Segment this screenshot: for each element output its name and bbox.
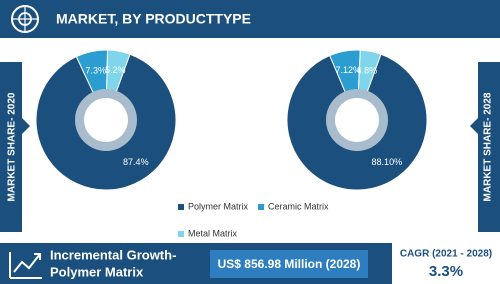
value-label: 5.2% bbox=[105, 65, 126, 75]
side-label: MARKET SHARE- 2020 bbox=[7, 92, 18, 201]
footer-value: US$ 856.98 Million (2028) bbox=[218, 257, 361, 271]
value-label: 4.8% bbox=[357, 65, 378, 75]
legend-label: Polymer Matrix bbox=[188, 201, 249, 211]
footer-label: Incremental Growth- bbox=[50, 247, 176, 262]
header-bar bbox=[0, 0, 500, 38]
legend-swatch bbox=[178, 204, 184, 210]
donut-hole bbox=[335, 98, 379, 142]
growth-icon bbox=[9, 252, 42, 279]
value-label: 87.4% bbox=[123, 157, 149, 167]
legend-swatch bbox=[178, 231, 184, 237]
cagr-value: 3.3% bbox=[429, 263, 463, 280]
legend-label: Metal Matrix bbox=[188, 228, 238, 238]
legend-label: Ceramic Matrix bbox=[268, 201, 329, 211]
side-label: MARKET SHARE- 2028 bbox=[483, 92, 494, 201]
legend: Polymer Matrix Ceramic Matrix Metal Matrix bbox=[178, 201, 329, 238]
cagr-label: CAGR (2021 - 2028) bbox=[400, 249, 492, 260]
left-strip bbox=[0, 62, 30, 232]
value-label: 88.10% bbox=[372, 157, 403, 167]
pies: 87.4% 7.3% 5.2% 88.10% 7.12%4.8% bbox=[35, 49, 428, 191]
legend-swatch bbox=[258, 204, 264, 210]
footer-label: Polymer Matrix bbox=[50, 264, 144, 279]
value-box bbox=[210, 250, 368, 278]
donut-hole bbox=[84, 98, 128, 142]
value-label: 7.12% bbox=[335, 65, 361, 75]
header-icon bbox=[11, 5, 39, 33]
value-label: 7.3% bbox=[85, 65, 106, 75]
cagr-panel bbox=[392, 243, 500, 284]
right-strip bbox=[470, 62, 500, 232]
header-title: MARKET, BY PRODUCTTYPE bbox=[56, 11, 251, 27]
